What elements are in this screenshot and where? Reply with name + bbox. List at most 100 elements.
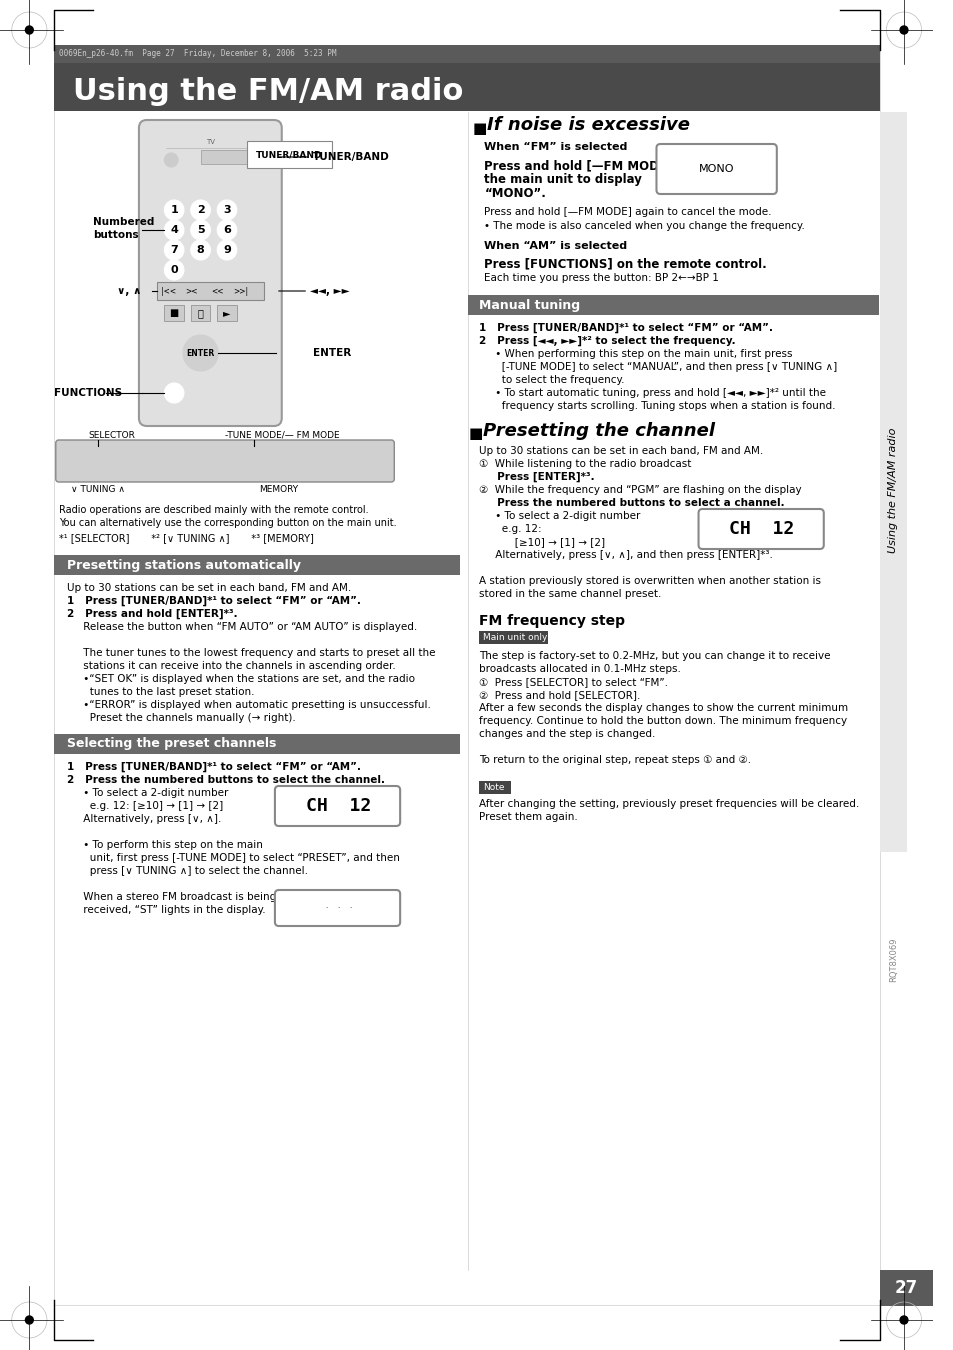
Text: 0069En_p26-40.fm  Page 27  Friday, December 8, 2006  5:23 PM: 0069En_p26-40.fm Page 27 Friday, Decembe… (59, 49, 335, 58)
Text: •“ERROR” is displayed when automatic presetting is unsuccessful.: •“ERROR” is displayed when automatic pre… (67, 701, 430, 710)
Text: ·  ·  ·: · · · (324, 902, 353, 914)
Text: broadcasts allocated in 0.1-MHz steps.: broadcasts allocated in 0.1-MHz steps. (479, 664, 680, 674)
Text: • When performing this step on the main unit, first press: • When performing this step on the main … (479, 350, 792, 359)
Bar (156, 282, 264, 300)
Text: >>|: >>| (233, 286, 248, 296)
Text: [-TUNE MODE] to select “MANUAL”, and then press [∨ TUNING ∧]: [-TUNE MODE] to select “MANUAL”, and the… (479, 362, 837, 373)
Text: 4: 4 (170, 225, 178, 235)
Text: *¹ [SELECTOR]       *² [∨ TUNING ∧]       *³ [MEMORY]: *¹ [SELECTOR] *² [∨ TUNING ∧] *³ [MEMORY… (59, 533, 314, 543)
Text: ∨ TUNING ∧: ∨ TUNING ∧ (71, 485, 125, 494)
Text: ②  Press and hold [SELECTOR].: ② Press and hold [SELECTOR]. (479, 690, 640, 701)
Text: ►: ► (223, 308, 231, 319)
Text: Alternatively, press [∨, ∧], and then press [ENTER]*³.: Alternatively, press [∨, ∧], and then pr… (479, 549, 773, 560)
Text: After a few seconds the display changes to show the current minimum: After a few seconds the display changes … (479, 703, 847, 713)
Text: ■: ■ (472, 122, 486, 136)
Text: MONO: MONO (698, 163, 733, 174)
Text: ENTER: ENTER (186, 348, 214, 358)
Text: ∨, ∧: ∨, ∧ (117, 286, 141, 296)
Text: CH  12: CH 12 (306, 796, 371, 815)
Text: 2   Press [◄◄, ►►]*² to select the frequency.: 2 Press [◄◄, ►►]*² to select the frequen… (479, 336, 736, 346)
Text: 7: 7 (170, 244, 178, 255)
Text: • To select a 2-digit number: • To select a 2-digit number (67, 788, 228, 798)
FancyBboxPatch shape (698, 509, 822, 549)
Text: TV: TV (206, 139, 214, 144)
Text: SELECTOR: SELECTOR (88, 431, 134, 440)
Text: When “AM” is selected: When “AM” is selected (484, 242, 627, 251)
Text: unit, first press [-TUNE MODE] to select “PRESET”, and then: unit, first press [-TUNE MODE] to select… (67, 853, 399, 863)
Circle shape (164, 383, 184, 404)
Text: Using the FM/AM radio: Using the FM/AM radio (73, 77, 463, 107)
Text: 5: 5 (196, 225, 204, 235)
FancyBboxPatch shape (55, 440, 394, 482)
Text: changes and the step is changed.: changes and the step is changed. (479, 729, 655, 738)
Text: Presetting stations automatically: Presetting stations automatically (67, 559, 300, 571)
Text: When a stereo FM broadcast is being: When a stereo FM broadcast is being (67, 892, 275, 902)
Circle shape (899, 1316, 907, 1324)
Text: “MONO”.: “MONO”. (484, 188, 545, 200)
Text: Selecting the preset channels: Selecting the preset channels (67, 737, 275, 751)
Text: 0: 0 (171, 265, 178, 275)
Text: Up to 30 stations can be set in each band, FM and AM.: Up to 30 stations can be set in each ban… (67, 583, 351, 593)
Text: • To start automatic tuning, press and hold [◄◄, ►►]*² until the: • To start automatic tuning, press and h… (479, 387, 825, 398)
Text: ①  While listening to the radio broadcast: ① While listening to the radio broadcast (479, 459, 691, 468)
Text: 1   Press [TUNER/BAND]*¹ to select “FM” or “AM”.: 1 Press [TUNER/BAND]*¹ to select “FM” or… (67, 761, 360, 772)
Text: Preset them again.: Preset them again. (479, 811, 578, 822)
Text: When “FM” is selected: When “FM” is selected (484, 142, 627, 153)
Text: Numbered: Numbered (92, 217, 154, 227)
Circle shape (183, 335, 218, 371)
Text: ■: ■ (468, 427, 482, 441)
Text: ①  Press [SELECTOR] to select “FM”.: ① Press [SELECTOR] to select “FM”. (479, 676, 668, 687)
Text: Release the button when “FM AUTO” or “AM AUTO” is displayed.: Release the button when “FM AUTO” or “AM… (67, 622, 416, 632)
Text: Presetting the channel: Presetting the channel (483, 423, 715, 440)
Text: 1: 1 (170, 205, 178, 215)
Text: ENTER: ENTER (313, 348, 351, 358)
Text: the main unit to display: the main unit to display (484, 173, 641, 186)
Text: 6: 6 (223, 225, 231, 235)
Circle shape (191, 220, 210, 240)
Text: 2   Press the numbered buttons to select the channel.: 2 Press the numbered buttons to select t… (67, 775, 384, 784)
Text: e.g. 12: [≥10] → [1] → [2]: e.g. 12: [≥10] → [1] → [2] (67, 801, 223, 811)
Bar (53, 45, 879, 63)
Text: ■: ■ (170, 308, 178, 319)
Bar (879, 1270, 932, 1305)
Text: 3: 3 (223, 205, 231, 215)
Text: Note: Note (483, 783, 504, 792)
Text: ⏸: ⏸ (197, 308, 203, 319)
Circle shape (164, 200, 184, 220)
Text: Press and hold [—FM MODE] again to cancel the mode.: Press and hold [—FM MODE] again to cance… (484, 207, 771, 217)
Text: A station previously stored is overwritten when another station is: A station previously stored is overwritt… (479, 576, 821, 586)
Text: 8: 8 (196, 244, 204, 255)
Text: buttons: buttons (92, 230, 138, 240)
Text: ②  While the frequency and “PGM” are flashing on the display: ② While the frequency and “PGM” are flas… (479, 485, 801, 495)
Text: Press [FUNCTIONS] on the remote control.: Press [FUNCTIONS] on the remote control. (484, 256, 766, 270)
Text: stored in the same channel preset.: stored in the same channel preset. (479, 589, 661, 599)
Circle shape (164, 220, 184, 240)
Text: 9: 9 (223, 244, 231, 255)
Circle shape (164, 261, 184, 279)
Circle shape (191, 200, 210, 220)
Text: Each time you press the button: BP 2←→BP 1: Each time you press the button: BP 2←→BP… (484, 273, 719, 284)
Text: 1   Press [TUNER/BAND]*¹ to select “FM” or “AM”.: 1 Press [TUNER/BAND]*¹ to select “FM” or… (67, 595, 360, 606)
Circle shape (217, 240, 236, 261)
Circle shape (217, 200, 236, 220)
Bar (191, 305, 210, 321)
Text: Radio operations are described mainly with the remote control.: Radio operations are described mainly wi… (59, 505, 368, 514)
Text: The tuner tunes to the lowest frequency and starts to preset all the: The tuner tunes to the lowest frequency … (67, 648, 435, 657)
Text: Press the numbered buttons to select a channel.: Press the numbered buttons to select a c… (479, 498, 784, 508)
Text: After changing the setting, previously preset frequencies will be cleared.: After changing the setting, previously p… (479, 799, 859, 809)
Text: e.g. 12:: e.g. 12: (479, 524, 541, 535)
Text: The step is factory-set to 0.2-MHz, but you can change it to receive: The step is factory-set to 0.2-MHz, but … (479, 651, 830, 661)
Text: RQT8X069: RQT8X069 (888, 938, 897, 983)
Bar (200, 150, 254, 163)
Text: press [∨ TUNING ∧] to select the channel.: press [∨ TUNING ∧] to select the channel… (67, 865, 307, 876)
Bar (479, 630, 547, 644)
Text: Press [ENTER]*³.: Press [ENTER]*³. (479, 472, 595, 482)
Bar (467, 296, 878, 315)
Text: 1   Press [TUNER/BAND]*¹ to select “FM” or “AM”.: 1 Press [TUNER/BAND]*¹ to select “FM” or… (479, 323, 773, 333)
Text: tunes to the last preset station.: tunes to the last preset station. (67, 687, 253, 697)
Bar (164, 305, 184, 321)
FancyBboxPatch shape (139, 120, 281, 427)
Bar (53, 63, 879, 111)
Bar (53, 555, 459, 575)
Circle shape (26, 26, 33, 34)
